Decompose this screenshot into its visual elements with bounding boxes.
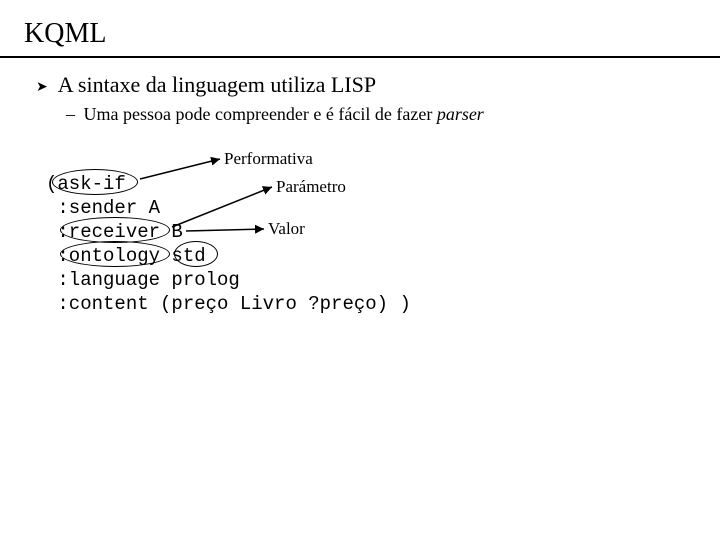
bullet1-text: A sintaxe da linguagem utiliza LISP [58, 72, 376, 98]
bullet2-text: Uma pessoa pode compreender e é fácil de… [84, 104, 437, 124]
bullet-level-2: – Uma pessoa pode compreender e é fácil … [66, 104, 692, 125]
bullet-level-1: ➤ A sintaxe da linguagem utiliza LISP [36, 72, 692, 98]
chevron-right-icon: ➤ [36, 78, 48, 95]
content-area: ➤ A sintaxe da linguagem utiliza LISP – … [0, 58, 720, 403]
dash-icon: – [66, 104, 75, 124]
arrow-valor [46, 143, 346, 283]
code-line-6: :content (preço Livro ?preço) ) [46, 293, 411, 315]
bullet2-italic: parser [437, 104, 484, 124]
slide-title: KQML [0, 0, 720, 56]
code-diagram: (ask-if :sender A :receiver B :ontology … [46, 143, 692, 403]
